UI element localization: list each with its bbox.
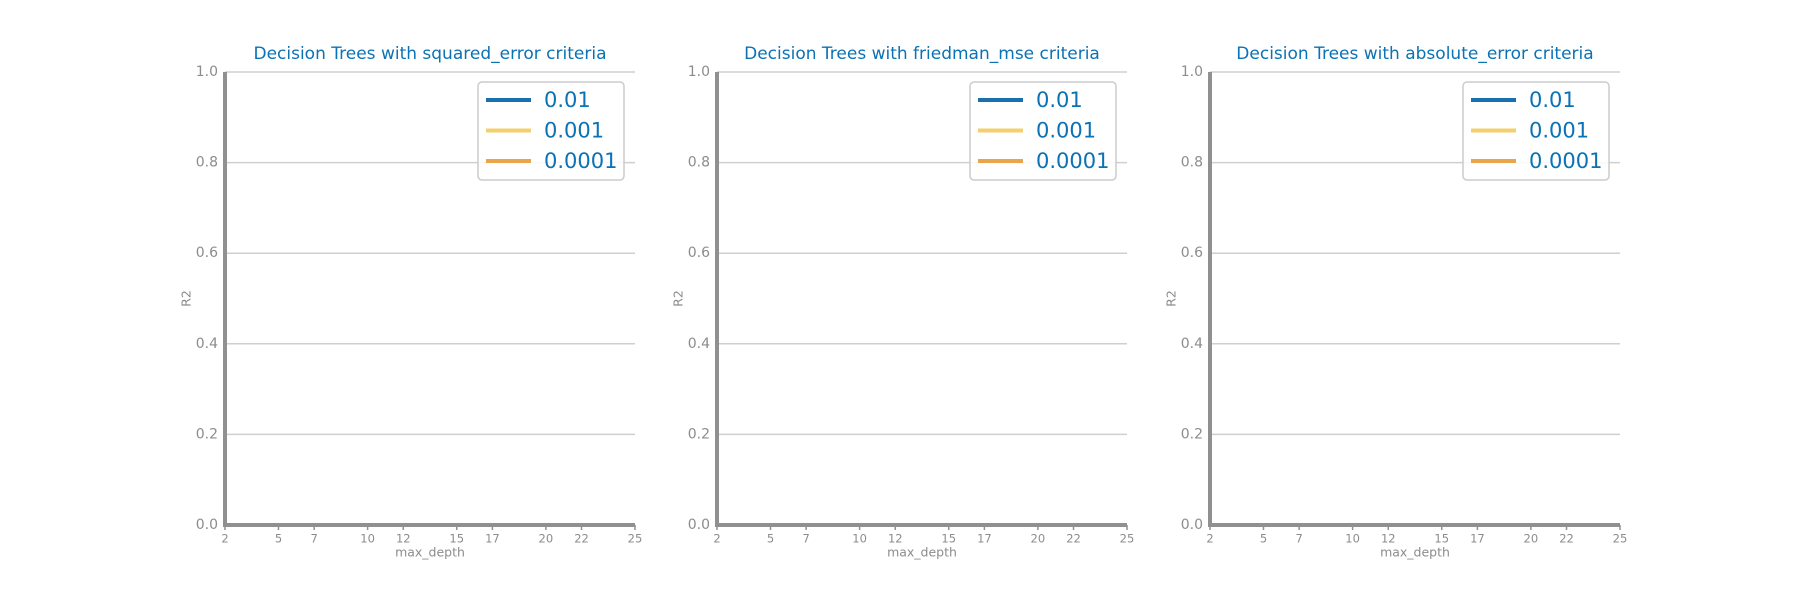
- y-tick-label: 0.6: [196, 245, 218, 261]
- subplot: Decision Trees with absolute_error crite…: [1164, 44, 1628, 560]
- x-tick-label: 12: [1381, 532, 1396, 546]
- y-tick-label: 0.0: [196, 517, 218, 533]
- y-tick-label: 0.0: [688, 517, 710, 533]
- x-tick-label: 12: [888, 532, 903, 546]
- x-axis-label: max_depth: [395, 545, 465, 560]
- y-axis-label: R2: [671, 290, 686, 307]
- x-tick-label: 17: [977, 532, 992, 546]
- y-axis-label: R2: [1164, 290, 1179, 307]
- x-tick-label: 22: [1559, 532, 1574, 546]
- chart-title: Decision Trees with squared_error criter…: [253, 44, 606, 64]
- x-tick-label: 7: [1295, 532, 1302, 546]
- x-tick-label: 5: [767, 532, 774, 546]
- y-tick-label: 1.0: [196, 64, 218, 80]
- legend-label: 0.0001: [1529, 149, 1602, 173]
- y-tick-label: 0.8: [196, 155, 218, 171]
- subplot: Decision Trees with friedman_mse criteri…: [671, 44, 1135, 560]
- y-tick-label: 0.6: [688, 245, 710, 261]
- legend-label: 0.001: [544, 119, 604, 143]
- x-tick-label: 20: [1031, 532, 1046, 546]
- y-tick-label: 0.2: [688, 426, 710, 442]
- legend: 0.01 0.001 0.0001: [1462, 81, 1610, 181]
- x-tick-label: 5: [275, 532, 282, 546]
- x-tick-label: 10: [360, 532, 375, 546]
- x-tick-label: 10: [852, 532, 867, 546]
- subplot: Decision Trees with squared_error criter…: [179, 44, 643, 560]
- x-tick-label: 17: [485, 532, 500, 546]
- y-tick-label: 0.4: [1181, 336, 1203, 352]
- legend-label: 0.0001: [1036, 149, 1109, 173]
- x-tick-label: 25: [628, 532, 643, 546]
- y-tick-label: 1.0: [1181, 64, 1203, 80]
- y-axis-label: R2: [179, 290, 194, 307]
- legend: 0.01 0.001 0.0001: [969, 81, 1117, 181]
- legend-label: 0.01: [544, 88, 591, 112]
- y-tick-label: 0.2: [1181, 426, 1203, 442]
- x-tick-label: 20: [1524, 532, 1539, 546]
- legend-box: [1462, 81, 1610, 181]
- x-tick-label: 7: [310, 532, 317, 546]
- legend-label: 0.001: [1036, 119, 1096, 143]
- x-tick-label: 20: [539, 532, 554, 546]
- x-axis-label: max_depth: [1380, 545, 1450, 560]
- x-tick-label: 2: [1206, 532, 1213, 546]
- legend-box: [969, 81, 1117, 181]
- x-tick-label: 15: [449, 532, 464, 546]
- x-tick-label: 2: [221, 532, 228, 546]
- y-tick-label: 0.4: [196, 336, 218, 352]
- x-tick-label: 5: [1260, 532, 1267, 546]
- x-tick-label: 22: [1066, 532, 1081, 546]
- legend-label: 0.001: [1529, 119, 1589, 143]
- y-tick-label: 0.4: [688, 336, 710, 352]
- x-tick-label: 17: [1470, 532, 1485, 546]
- y-tick-label: 0.8: [688, 155, 710, 171]
- x-tick-label: 15: [1434, 532, 1449, 546]
- legend-label: 0.01: [1036, 88, 1083, 112]
- legend-label: 0.01: [1529, 88, 1576, 112]
- x-tick-label: 25: [1120, 532, 1135, 546]
- legend-label: 0.0001: [544, 149, 617, 173]
- y-tick-label: 0.0: [1181, 517, 1203, 533]
- legend: 0.01 0.001 0.0001: [477, 81, 625, 181]
- x-tick-label: 7: [802, 532, 809, 546]
- x-tick-label: 10: [1345, 532, 1360, 546]
- x-tick-label: 2: [713, 532, 720, 546]
- x-tick-label: 25: [1613, 532, 1628, 546]
- x-axis-label: max_depth: [887, 545, 957, 560]
- x-tick-label: 22: [574, 532, 589, 546]
- y-tick-label: 0.6: [1181, 245, 1203, 261]
- y-tick-label: 0.8: [1181, 155, 1203, 171]
- y-tick-label: 0.2: [196, 426, 218, 442]
- y-tick-label: 1.0: [688, 64, 710, 80]
- legend-box: [477, 81, 625, 181]
- x-tick-label: 12: [396, 532, 411, 546]
- x-tick-label: 15: [941, 532, 956, 546]
- chart-title: Decision Trees with absolute_error crite…: [1236, 44, 1593, 64]
- chart-title: Decision Trees with friedman_mse criteri…: [744, 44, 1100, 64]
